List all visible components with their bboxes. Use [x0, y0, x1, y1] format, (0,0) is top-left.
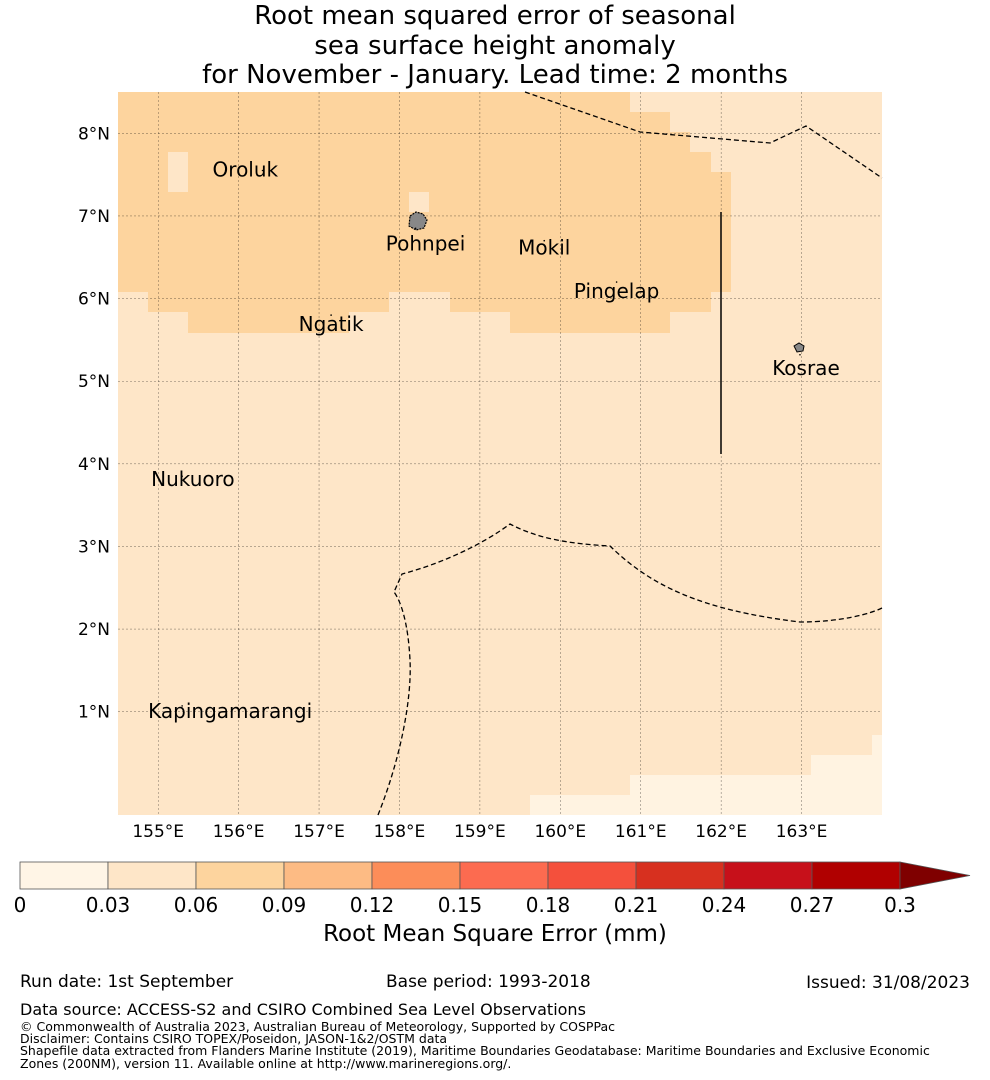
- field-north-mid: [630, 92, 882, 112]
- colorbar-tick-label: 0: [14, 893, 27, 917]
- colorbar-tick-label: 0.03: [86, 893, 131, 917]
- lat-tick-label: 5°N: [78, 372, 110, 392]
- kosrae-island: [793, 342, 805, 353]
- lon-tick-label: 158°E: [374, 822, 426, 842]
- colorbar-label: Root Mean Square Error (mm): [323, 921, 667, 947]
- place-label: Mokil: [518, 236, 570, 260]
- place-label: Pohnpei: [386, 231, 466, 255]
- colorbar-box: [283, 861, 373, 890]
- lon-tick-label: 155°E: [132, 822, 184, 842]
- eez-boundary-north: [524, 91, 883, 179]
- title-line-1: Root mean squared error of seasonal: [254, 1, 736, 31]
- colorbar-tick-label: 0.15: [438, 893, 483, 917]
- place-marker: [799, 353, 801, 356]
- lon-tick-label: 161°E: [615, 822, 667, 842]
- lat-tick-label: 2°N: [78, 620, 110, 640]
- colorbar-extend-arrow: [899, 861, 971, 890]
- title-line-2: sea surface height anomaly: [314, 30, 676, 61]
- colorbar-box: [19, 861, 109, 890]
- colorbar-box: [195, 861, 285, 890]
- lon-tick-label: 162°E: [695, 822, 747, 842]
- islands: [408, 211, 805, 353]
- copyright: © Commonwealth of Australia 2023, Austra…: [20, 1019, 615, 1034]
- place-label: Ngatik: [299, 312, 364, 336]
- field-pohnpei-patch: [409, 192, 429, 212]
- chart-title: Root mean squared error of seasonal sea …: [0, 1, 990, 91]
- lon-tick-label: 159°E: [454, 822, 506, 842]
- title-line-3: for November - January. Lead time: 2 mon…: [202, 60, 788, 90]
- field-low: [530, 735, 882, 815]
- issued-date: Issued: 31/08/2023: [806, 973, 970, 993]
- lat-tick-label: 4°N: [78, 455, 110, 475]
- lon-tick-label: 160°E: [534, 822, 586, 842]
- colorbar-box: [459, 861, 549, 890]
- lon-tick-label: 156°E: [213, 822, 265, 842]
- disclaimer: Disclaimer: Contains CSIRO TOPEX/Poseido…: [20, 1031, 448, 1046]
- colorbar-box: [811, 861, 901, 890]
- colorbar-box: [371, 861, 461, 890]
- colorbar-tick-labels: 0 0.03 0.06 0.09 0.12 0.15 0.18 0.21 0.24 0.27 0.3: [14, 893, 916, 917]
- place-marker: [181, 705, 183, 707]
- lat-tick-label: 1°N: [78, 703, 110, 723]
- lon-tick-label: 157°E: [293, 822, 345, 842]
- place-marker: [181, 475, 183, 478]
- pohnpei-island: [408, 211, 428, 231]
- shapefile-credit: Shapefile data extracted from Flanders M…: [20, 1043, 930, 1071]
- colorbar-tick-label: 0.12: [350, 893, 395, 917]
- lat-tick-label: 6°N: [78, 290, 110, 310]
- eez-boundaries: [377, 91, 883, 816]
- place-label: Oroluk: [213, 157, 279, 181]
- data-source: Data source: ACCESS-S2 and CSIRO Combine…: [20, 1000, 586, 1019]
- base-period: Base period: 1993-2018: [386, 972, 591, 992]
- colorbar-box: [547, 861, 637, 890]
- lat-tick-label: 8°N: [78, 124, 110, 144]
- lat-tick-label: 3°N: [78, 537, 110, 557]
- place-marker: [414, 227, 417, 230]
- place-marker: [330, 314, 332, 316]
- colorbar-tick-label: 0.3: [884, 893, 916, 917]
- colorbar: 0 0.03 0.06 0.09 0.12 0.15 0.18 0.21 0.24 0.27 0.3: [14, 861, 971, 917]
- axis-ticks: 155°E 156°E 157°E 158°E 159°E 160°E 161°E 162°E…: [78, 124, 827, 842]
- colorbar-box: [635, 861, 725, 890]
- colorbar-boxes: [19, 861, 971, 890]
- place-label: Nukuoro: [151, 467, 235, 491]
- lon-tick-label: 163°E: [776, 822, 828, 842]
- colorbar-tick-label: 0.27: [790, 893, 835, 917]
- colorbar-tick-label: 0.06: [174, 893, 219, 917]
- colorbar-tick-label: 0.09: [262, 893, 307, 917]
- field-oroluk-patch: [168, 152, 188, 192]
- place-marker: [615, 281, 618, 283]
- place-marker: [261, 169, 264, 172]
- place-marker: [543, 239, 546, 242]
- eez-boundary-south: [377, 523, 883, 816]
- field-high: [118, 92, 731, 333]
- colorbar-box: [723, 861, 813, 890]
- map: 155°E 156°E 157°E 158°E 159°E 160°E 161°E 162°E…: [78, 91, 883, 842]
- colorbar-box: [107, 861, 197, 890]
- place-label: Kapingamarangi: [148, 699, 312, 723]
- colorbar-tick-label: 0.21: [614, 893, 659, 917]
- colorbar-tick-label: 0.24: [702, 893, 747, 917]
- rmse-field: [118, 92, 882, 815]
- colorbar-tick-label: 0.18: [526, 893, 571, 917]
- run-date: Run date: 1st September: [20, 972, 234, 992]
- lat-tick-label: 7°N: [78, 207, 110, 227]
- place-label: Pingelap: [574, 279, 659, 303]
- place-label: Kosrae: [772, 356, 840, 380]
